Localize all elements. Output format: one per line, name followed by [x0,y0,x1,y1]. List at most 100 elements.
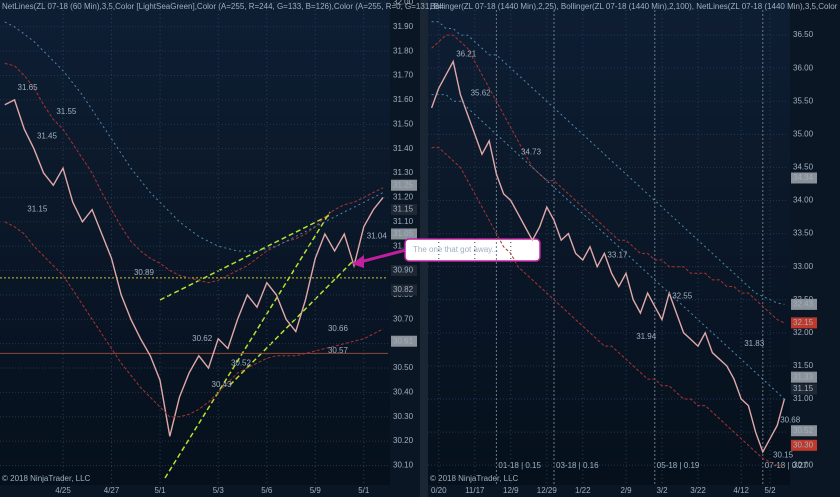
price-annotation: 33.17 [607,251,628,260]
price-annotation: 35.62 [471,88,492,97]
price-tag-label: 30.61 [393,336,414,345]
price-annotation: 32.55 [672,292,693,301]
price-tag-label: 30.30 [793,440,814,449]
price-tag-label: 31.25 [393,180,414,189]
y-tick-label: 31.00 [793,394,814,403]
price-tag [391,284,417,296]
x-tick-label: 0/20 [431,486,447,495]
callout-box [404,238,541,262]
x-tick-label: 2/9 [620,486,632,495]
price-tag-label: 31.05 [393,229,414,238]
price-tag-label: 34.34 [793,173,814,182]
rollover-label: 01-18 | 0.15 [498,461,541,470]
y-tick-label: 33.50 [793,229,814,238]
price-tag-label: 30.90 [393,266,414,275]
indicator-header: Bollinger(ZL 07-18 (1440 Min),2,25), Bol… [430,2,840,11]
x-tick-label: 4/12 [733,486,749,495]
price-tag [791,383,817,395]
rollover-label: 05-18 | 0.19 [657,461,700,470]
price-annotation: 31.65 [18,83,39,92]
series-line [431,34,785,324]
y-tick-label: 30.70 [393,314,414,323]
series-line [4,221,384,418]
x-tick-label: 5/1 [154,486,166,495]
price-tag [391,179,417,191]
price-tag [791,298,817,310]
price-tag-label: 32.43 [793,299,814,308]
copyright: © 2018 NinjaTrader, LLC [2,474,91,483]
callout-text: The one that got away... [413,245,498,254]
y-tick-label: 30.20 [393,436,414,445]
price-tag [791,439,817,451]
y-tick-label: 31.50 [793,361,814,370]
x-tick-label: 5/2 [764,486,776,495]
x-tick-label: 12/29 [537,486,558,495]
price-tag [391,228,417,240]
y-tick-label: 31.80 [393,46,414,55]
x-tick-label: 4/25 [55,486,71,495]
x-tick-label: 11/17 [465,486,485,495]
series-line [4,21,384,252]
y-tick-label: 30.00 [793,460,814,469]
x-tick-label: 12/9 [503,486,519,495]
trendline [164,211,331,479]
price-tag-label: 30.82 [393,285,414,294]
series-line [431,94,785,400]
indicator-header: NetLines(ZL 07-18 (60 Min),3,5,Color [Li… [2,2,444,11]
price-annotation: 31.83 [744,339,765,348]
price-annotation: 30.57 [328,346,349,355]
price-tag-label: 31.15 [393,205,414,214]
price-annotation: 30.15 [773,450,794,459]
callout-arrowhead [352,255,364,268]
price-tag [791,172,817,184]
price-tag-label: 31.33 [793,372,814,381]
copyright: © 2018 NinjaTrader, LLC [430,474,519,483]
callout-arrow [359,248,407,264]
rollover-label: 03-18 | 0.16 [556,461,599,470]
y-tick-label: 34.00 [793,196,814,205]
y-tick-label: 34.50 [793,163,814,172]
y-tick-label: 36.50 [793,30,814,39]
price-tag-label: 30.52 [793,426,814,435]
y-tick-label: 31.70 [393,71,414,80]
y-tick-label: 32.00 [793,328,814,337]
price-annotation: 31.45 [37,132,58,141]
y-tick-label: 36.00 [793,63,814,72]
y-tick-label: 31.40 [393,144,414,153]
y-tick-label: 32.00 [393,0,414,7]
y-tick-label: 30.10 [393,461,414,470]
price-tag [391,204,417,216]
series-line [430,59,786,454]
y-tick-label: 31.20 [393,193,414,202]
y-tick-label: 30.50 [393,363,414,372]
price-annotation: 31.15 [27,205,48,214]
y-tick-label: 35.50 [793,96,814,105]
price-tag [791,371,817,383]
price-annotation: 31.55 [56,107,77,116]
y-tick-label: 31.60 [393,95,414,104]
y-tick-label: 30.30 [393,412,414,421]
x-tick-label: 4/27 [104,486,120,495]
series-line [431,21,785,305]
price-annotation: 30.43 [212,380,233,389]
price-annotation: 30.68 [780,415,801,424]
x-tick-label: 5/3 [213,486,225,495]
y-tick-label: 31.50 [393,119,414,128]
price-annotation: 30.66 [328,324,349,333]
price-annotation: 31.94 [636,332,657,341]
y-tick-label: 35.00 [793,129,814,138]
price-tag [791,425,817,437]
price-tag [391,265,417,277]
x-tick-label: 5/6 [261,486,273,495]
y-tick-label: 31.90 [393,22,414,31]
y-tick-label: 30.40 [393,387,414,396]
price-annotation: 36.21 [456,49,477,58]
series-line [431,147,785,466]
rollover-label: 07-18 | 0.27 [765,461,808,470]
price-tag [791,317,817,329]
x-tick-label: 3/22 [690,486,706,495]
price-annotation: 34.73 [521,147,542,156]
x-tick-label: 1/22 [575,486,591,495]
